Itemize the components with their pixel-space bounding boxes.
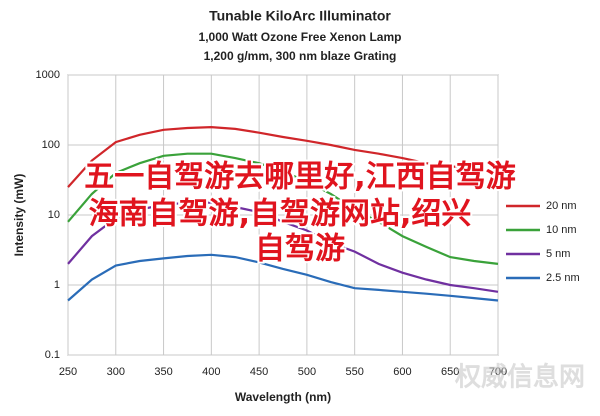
overlay-text: 五一自驾游去哪里好,江西自驾游	[84, 160, 515, 195]
y-tick-label: 100	[42, 139, 60, 151]
x-tick-label: 700	[489, 366, 507, 378]
x-axis-title: Wavelength (nm)	[235, 390, 331, 404]
x-tick-label: 450	[250, 366, 268, 378]
x-tick-label: 350	[154, 366, 172, 378]
y-tick-label: 0.1	[45, 349, 60, 361]
x-tick-label: 300	[107, 366, 125, 378]
x-tick-label: 500	[298, 366, 316, 378]
x-tick-label: 250	[59, 366, 77, 378]
x-tick-label: 550	[345, 366, 363, 378]
y-tick-label: 1	[54, 279, 60, 291]
series-line	[67, 152, 499, 265]
x-tick-label: 650	[441, 366, 459, 378]
y-axis-title: Intensity (mW)	[12, 174, 26, 257]
legend-label: 5 nm	[546, 248, 570, 260]
legend-label: 10 nm	[546, 224, 577, 236]
legend-label: 2.5 nm	[546, 272, 580, 284]
chart-subtitle: 1,200 g/mm, 300 nm blaze Grating	[204, 49, 397, 63]
y-tick-label: 1000	[36, 69, 60, 81]
legend-label: 20 nm	[546, 200, 577, 212]
series-line	[67, 201, 499, 293]
chart-subtitle: 1,000 Watt Ozone Free Xenon Lamp	[199, 30, 402, 44]
y-tick-label: 10	[48, 209, 60, 221]
overlay-text: 自驾游	[255, 232, 345, 267]
x-tick-label: 400	[202, 366, 220, 378]
series-line	[67, 253, 499, 302]
chart-title: Tunable KiloArc Illuminator	[209, 8, 391, 24]
series-line	[67, 125, 499, 188]
overlay-text: 海南自驾游,自驾游网站,绍兴	[89, 197, 472, 232]
x-tick-label: 600	[393, 366, 411, 378]
watermark: 权威信息网	[454, 362, 585, 393]
